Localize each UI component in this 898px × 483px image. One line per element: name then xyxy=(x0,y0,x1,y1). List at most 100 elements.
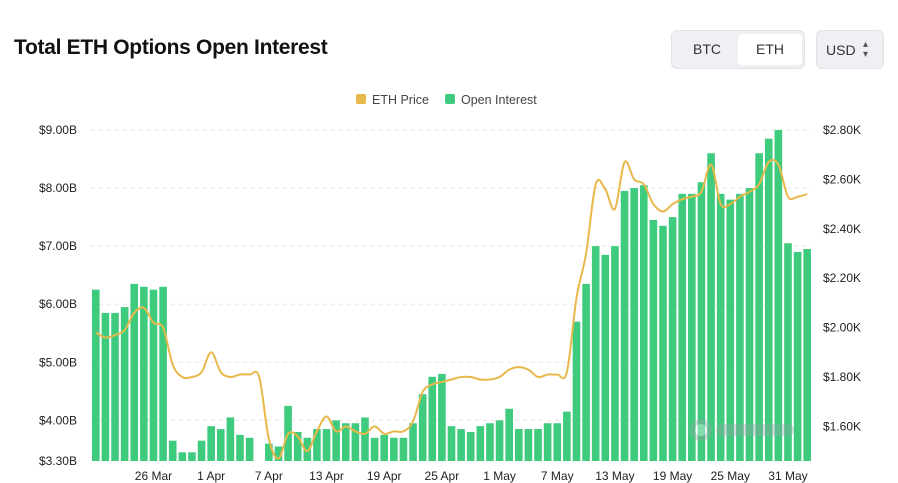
oi-bar[interactable] xyxy=(159,286,167,461)
oi-bar[interactable] xyxy=(784,243,792,461)
oi-bar[interactable] xyxy=(611,246,619,461)
oi-bar[interactable] xyxy=(764,138,773,462)
oi-bar[interactable] xyxy=(678,193,687,461)
oi-bar[interactable] xyxy=(726,199,735,461)
btc-tab[interactable]: BTC xyxy=(693,41,721,57)
eth-tab[interactable]: ETH xyxy=(738,34,802,65)
oi-bar[interactable] xyxy=(591,246,600,461)
oi-bar[interactable] xyxy=(216,429,225,461)
oi-bar[interactable] xyxy=(505,408,513,461)
oi-bar[interactable] xyxy=(399,437,408,461)
oi-bar[interactable] xyxy=(659,225,667,461)
asset-toggle: BTC ETH xyxy=(671,30,805,69)
oi-bar[interactable] xyxy=(745,188,754,461)
oi-bar[interactable] xyxy=(101,312,110,461)
oi-bar[interactable] xyxy=(553,423,562,461)
legend-label-price[interactable]: ETH Price xyxy=(372,93,429,107)
page-title: Total ETH Options Open Interest xyxy=(14,36,328,59)
oi-bar[interactable] xyxy=(572,321,581,461)
y-right-tick-label: $2.40K xyxy=(823,222,861,236)
oi-bar[interactable] xyxy=(438,373,446,461)
x-tick-label: 31 May xyxy=(768,469,807,483)
oi-bar[interactable] xyxy=(303,437,312,461)
oi-bar[interactable] xyxy=(140,286,148,461)
oi-bar[interactable] xyxy=(774,130,783,461)
y-left-tick-label: $8.00B xyxy=(39,181,77,195)
oi-bar[interactable] xyxy=(380,434,389,461)
oi-bar[interactable] xyxy=(341,423,350,461)
eth-price-line xyxy=(95,158,808,460)
oi-bar[interactable] xyxy=(188,452,196,461)
oi-bar[interactable] xyxy=(716,193,725,461)
oi-bar[interactable] xyxy=(476,426,485,461)
legend-swatch-oi[interactable] xyxy=(445,94,455,104)
oi-bar[interactable] xyxy=(428,376,437,461)
oi-bar[interactable] xyxy=(447,426,456,461)
currency-select[interactable]: USD ▴ ▾ xyxy=(816,30,884,69)
oi-bar[interactable] xyxy=(390,437,398,461)
y-right-tick-label: $2.20K xyxy=(823,271,861,285)
oi-bar[interactable] xyxy=(245,437,254,461)
oi-bar[interactable] xyxy=(178,452,187,461)
oi-bar[interactable] xyxy=(563,411,571,461)
oi-bar[interactable] xyxy=(236,434,244,461)
oi-bar[interactable] xyxy=(755,153,763,461)
oi-bar[interactable] xyxy=(524,429,533,461)
x-tick-label: 7 May xyxy=(541,469,574,483)
x-tick-label: 1 May xyxy=(483,469,516,483)
x-tick-label: 19 May xyxy=(653,469,692,483)
legend-swatch-price[interactable] xyxy=(356,94,366,104)
oi-bar[interactable] xyxy=(668,217,677,461)
oi-bar[interactable] xyxy=(495,420,504,461)
oi-bar[interactable] xyxy=(736,193,744,461)
oi-bar[interactable] xyxy=(534,429,542,461)
oi-bar[interactable] xyxy=(370,437,379,461)
oi-bar[interactable] xyxy=(803,249,811,461)
oi-bar[interactable] xyxy=(111,312,119,461)
x-tick-label: 25 Apr xyxy=(425,469,460,483)
oi-bar[interactable] xyxy=(332,420,340,461)
oi-bar[interactable] xyxy=(793,251,802,461)
oi-bar[interactable] xyxy=(351,423,360,461)
oi-bar[interactable] xyxy=(486,423,494,461)
oi-bar[interactable] xyxy=(707,153,715,461)
oi-bar[interactable] xyxy=(293,431,302,461)
y-right-tick-label: $2.00K xyxy=(823,321,861,335)
oi-bar[interactable] xyxy=(582,283,590,461)
oi-bar[interactable] xyxy=(361,417,369,461)
oi-bar[interactable] xyxy=(620,190,629,461)
oi-bar[interactable] xyxy=(149,289,158,461)
oi-bar[interactable] xyxy=(207,426,215,461)
oi-bar[interactable] xyxy=(514,429,523,461)
oi-bar[interactable] xyxy=(322,429,331,461)
oi-bar[interactable] xyxy=(457,429,465,461)
y-axis-right: $2.80K $2.60K $2.40K $2.20K $2.00K $1.80K $1.6… xyxy=(823,123,861,433)
y-right-tick-label: $2.80K xyxy=(823,123,861,137)
oi-bar[interactable] xyxy=(688,193,696,461)
y-left-tick-label: $4.00B xyxy=(39,413,77,427)
oi-bar[interactable] xyxy=(274,446,283,461)
oi-bar[interactable] xyxy=(265,443,273,461)
oi-bar[interactable] xyxy=(168,440,177,461)
coinglass-watermark xyxy=(690,419,794,441)
oi-bar[interactable] xyxy=(409,423,417,461)
legend-label-oi[interactable]: Open Interest xyxy=(461,93,537,107)
oi-bar[interactable] xyxy=(120,307,129,461)
oi-bar[interactable] xyxy=(130,283,139,461)
oi-bar[interactable] xyxy=(697,182,706,461)
oi-bar[interactable] xyxy=(543,423,552,461)
oi-bar[interactable] xyxy=(466,431,475,461)
oi-bar[interactable] xyxy=(630,188,638,461)
oi-bar[interactable] xyxy=(601,254,610,461)
oi-bar[interactable] xyxy=(418,394,427,461)
oi-bar[interactable] xyxy=(639,185,648,461)
oi-bar[interactable] xyxy=(197,440,206,461)
oi-bar[interactable] xyxy=(313,429,321,461)
oi-bar[interactable] xyxy=(226,417,235,461)
coinglass-logo-icon xyxy=(690,419,712,441)
y-right-tick-label: $2.60K xyxy=(823,172,861,186)
y-left-tick-label: $3.30B xyxy=(39,454,77,468)
oi-bar[interactable] xyxy=(92,289,100,461)
oi-bar[interactable] xyxy=(649,220,658,461)
